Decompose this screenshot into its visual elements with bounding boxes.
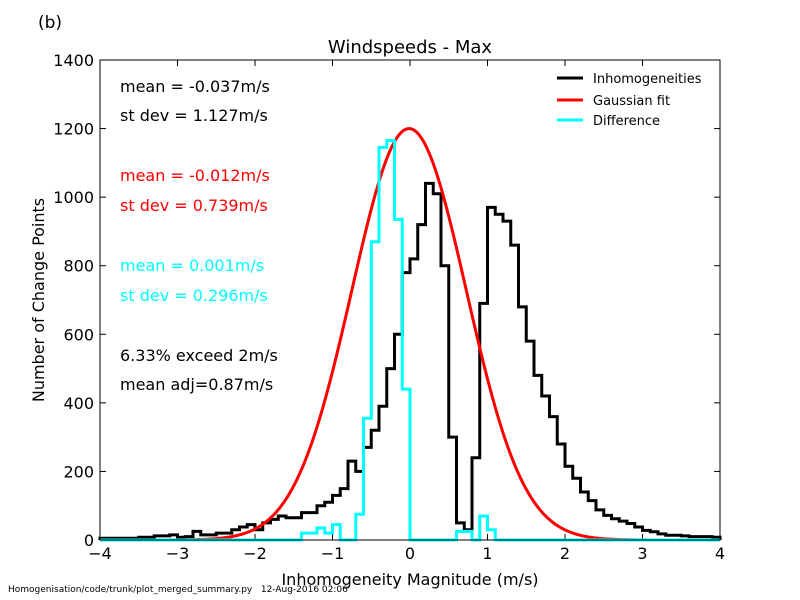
x-tick-label: 4 — [715, 544, 725, 563]
annotation-sd-total: st dev = 1.127m/s — [120, 106, 268, 125]
annotation-exceed: 6.33% exceed 2m/s — [120, 346, 278, 365]
x-tick-label: −2 — [243, 544, 267, 563]
x-axis-label: Inhomogeneity Magnitude (m/s) — [281, 570, 538, 589]
y-axis-label: Number of Change Points — [29, 198, 48, 402]
x-tick-label: 1 — [482, 544, 492, 563]
annotation-sd-diff: st dev = 0.296m/s — [120, 286, 268, 305]
x-tick-label: 0 — [405, 544, 415, 563]
legend: Inhomogeneities Gaussian fit Difference — [557, 72, 702, 129]
series-inhomogeneities — [98, 181, 722, 540]
legend-label-inhomogeneities: Inhomogeneities — [593, 72, 702, 87]
series-layer — [98, 127, 722, 542]
x-tick-label: −4 — [88, 544, 112, 563]
y-tick-label: 200 — [63, 462, 94, 481]
annotation-mean-total: mean = -0.037m/s — [120, 77, 270, 96]
x-tick-label: −3 — [166, 544, 190, 563]
stats-annotations: mean = -0.037m/s st dev = 1.127m/s mean … — [120, 77, 278, 394]
footer: Homogenisation/code/trunk/plot_merged_su… — [8, 585, 348, 595]
x-tick-label: 2 — [560, 544, 570, 563]
x-axis-ticks: −4 −3 −2 −1 0 1 2 3 4 — [88, 60, 725, 563]
y-tick-label: 800 — [63, 257, 94, 276]
x-tick-label: 3 — [637, 544, 647, 563]
footer-timestamp: 12-Aug-2016 02:06 — [260, 585, 348, 595]
annotation-sd-fit: st dev = 0.739m/s — [120, 196, 268, 215]
x-tick-label: −1 — [321, 544, 345, 563]
y-tick-label: 1400 — [53, 51, 94, 70]
y-tick-label: 0 — [84, 531, 94, 550]
y-tick-label: 1000 — [53, 188, 94, 207]
footer-script-path: Homogenisation/code/trunk/plot_merged_su… — [8, 585, 253, 595]
panel-label: (b) — [38, 13, 63, 33]
chart-title: Windspeeds - Max — [328, 37, 492, 58]
y-tick-label: 400 — [63, 394, 94, 413]
legend-label-difference: Difference — [593, 114, 660, 129]
y-tick-label: 600 — [63, 325, 94, 344]
annotation-mean-adj: mean adj=0.87m/s — [120, 375, 273, 394]
y-tick-label: 1200 — [53, 120, 94, 139]
plot-frame — [99, 59, 721, 541]
annotation-mean-fit: mean = -0.012m/s — [120, 166, 270, 185]
legend-label-gaussian-fit: Gaussian fit — [593, 94, 670, 109]
annotation-mean-diff: mean = 0.001m/s — [120, 256, 264, 275]
